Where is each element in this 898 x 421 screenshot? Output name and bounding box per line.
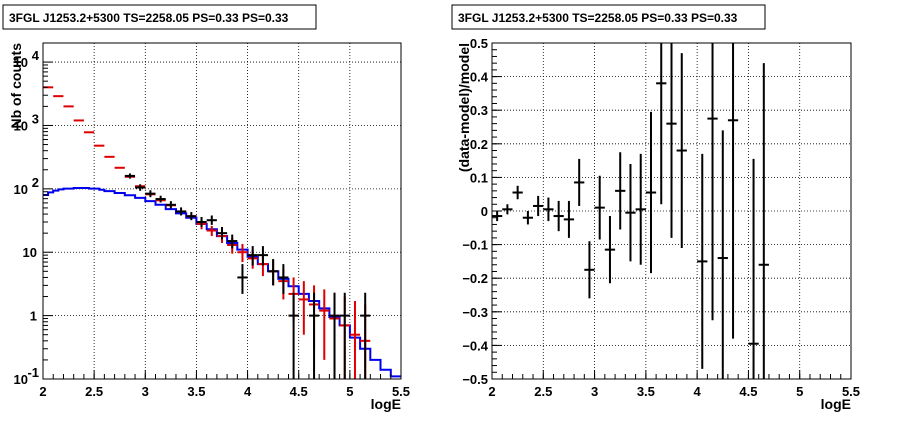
right-y-tick-label: −0.1 [462, 238, 488, 253]
left-x-tick-label: 5 [346, 384, 353, 399]
right-residual-points [492, 43, 769, 379]
left-x-tick-label: 4 [244, 384, 252, 399]
left-y-tick-exponent: 3 [32, 111, 39, 126]
right-x-tick-label: 3 [591, 384, 598, 399]
left-x-tick-label: 5.5 [392, 384, 410, 399]
right-x-axis-label: logE [821, 396, 851, 412]
right-panel: 3FGL J1253.2+5300 TS=2258.05 PS=0.33 PS=… [451, 4, 860, 412]
background-model-step-line [43, 187, 401, 378]
left-y-tick-exponent: 4 [32, 48, 40, 63]
left-x-tick-label: 3.5 [187, 384, 205, 399]
left-x-tick-label: 4.5 [290, 384, 308, 399]
left-grid [43, 43, 401, 379]
left-plot-frame [42, 42, 402, 380]
right-x-tick-label: 5.5 [842, 384, 860, 399]
right-y-axis-label: (data-model)/model [456, 43, 472, 172]
right-chart-title: 3FGL J1253.2+5300 TS=2258.05 PS=0.33 PS=… [458, 11, 738, 25]
left-x-tick-label: 3 [142, 384, 149, 399]
left-x-tick-label: 2 [39, 384, 46, 399]
left-y-tick-exponent: -1 [27, 365, 39, 380]
left-y-tick-exponent: 2 [32, 175, 39, 190]
right-y-tick-label: 0.4 [470, 70, 489, 85]
right-y-tick-label: 0 [481, 204, 488, 219]
right-y-tick-label: 0.2 [470, 137, 488, 152]
right-y-tick-label: −0.4 [462, 338, 488, 353]
left-x-axis-label: logE [371, 396, 401, 412]
right-y-tick-label: 0.5 [470, 36, 488, 51]
left-data-points [124, 173, 371, 379]
left-y-tick-label: 10 [23, 245, 37, 260]
right-axis-ticks: 2 2.5 3 3.5 4 4.5 5 5.5 −0.5 −0.4 −0.3 −0.2 −0.1 0 0.1… [462, 36, 860, 399]
left-chart-title: 3FGL J1253.2+5300 TS=2258.05 PS=0.33 PS=… [9, 11, 289, 25]
left-x-tick-label: 2.5 [85, 384, 103, 399]
left-y-tick-label: 10 [14, 182, 28, 197]
left-title-box [2, 4, 317, 30]
right-x-tick-label: 4.5 [739, 384, 757, 399]
right-title-box [451, 4, 766, 30]
right-x-tick-label: 5 [796, 384, 803, 399]
left-y-tick-label: 1 [30, 309, 37, 324]
right-grid [492, 43, 851, 379]
right-y-tick-label: −0.3 [462, 305, 488, 320]
left-panel: 3FGL J1253.2+5300 TS=2258.05 PS=0.33 PS=… [2, 4, 411, 412]
left-background-histogram [43, 187, 401, 378]
left-y-axis-label: Nb of counts [8, 43, 24, 129]
left-y-tick-label: 10 [14, 118, 28, 133]
right-y-tick-label: 0.3 [470, 103, 488, 118]
left-model-points [43, 86, 371, 379]
right-y-tick-label: 0.1 [470, 170, 488, 185]
right-x-tick-label: 2.5 [534, 384, 552, 399]
right-x-tick-label: 3.5 [637, 384, 655, 399]
right-x-tick-label: 2 [488, 384, 495, 399]
left-y-tick-label: 10 [14, 372, 28, 387]
left-y-tick-label: 10 [14, 55, 28, 70]
right-y-tick-label: −0.5 [462, 372, 488, 387]
right-y-tick-label: −0.2 [462, 271, 488, 286]
right-x-tick-label: 4 [694, 384, 702, 399]
